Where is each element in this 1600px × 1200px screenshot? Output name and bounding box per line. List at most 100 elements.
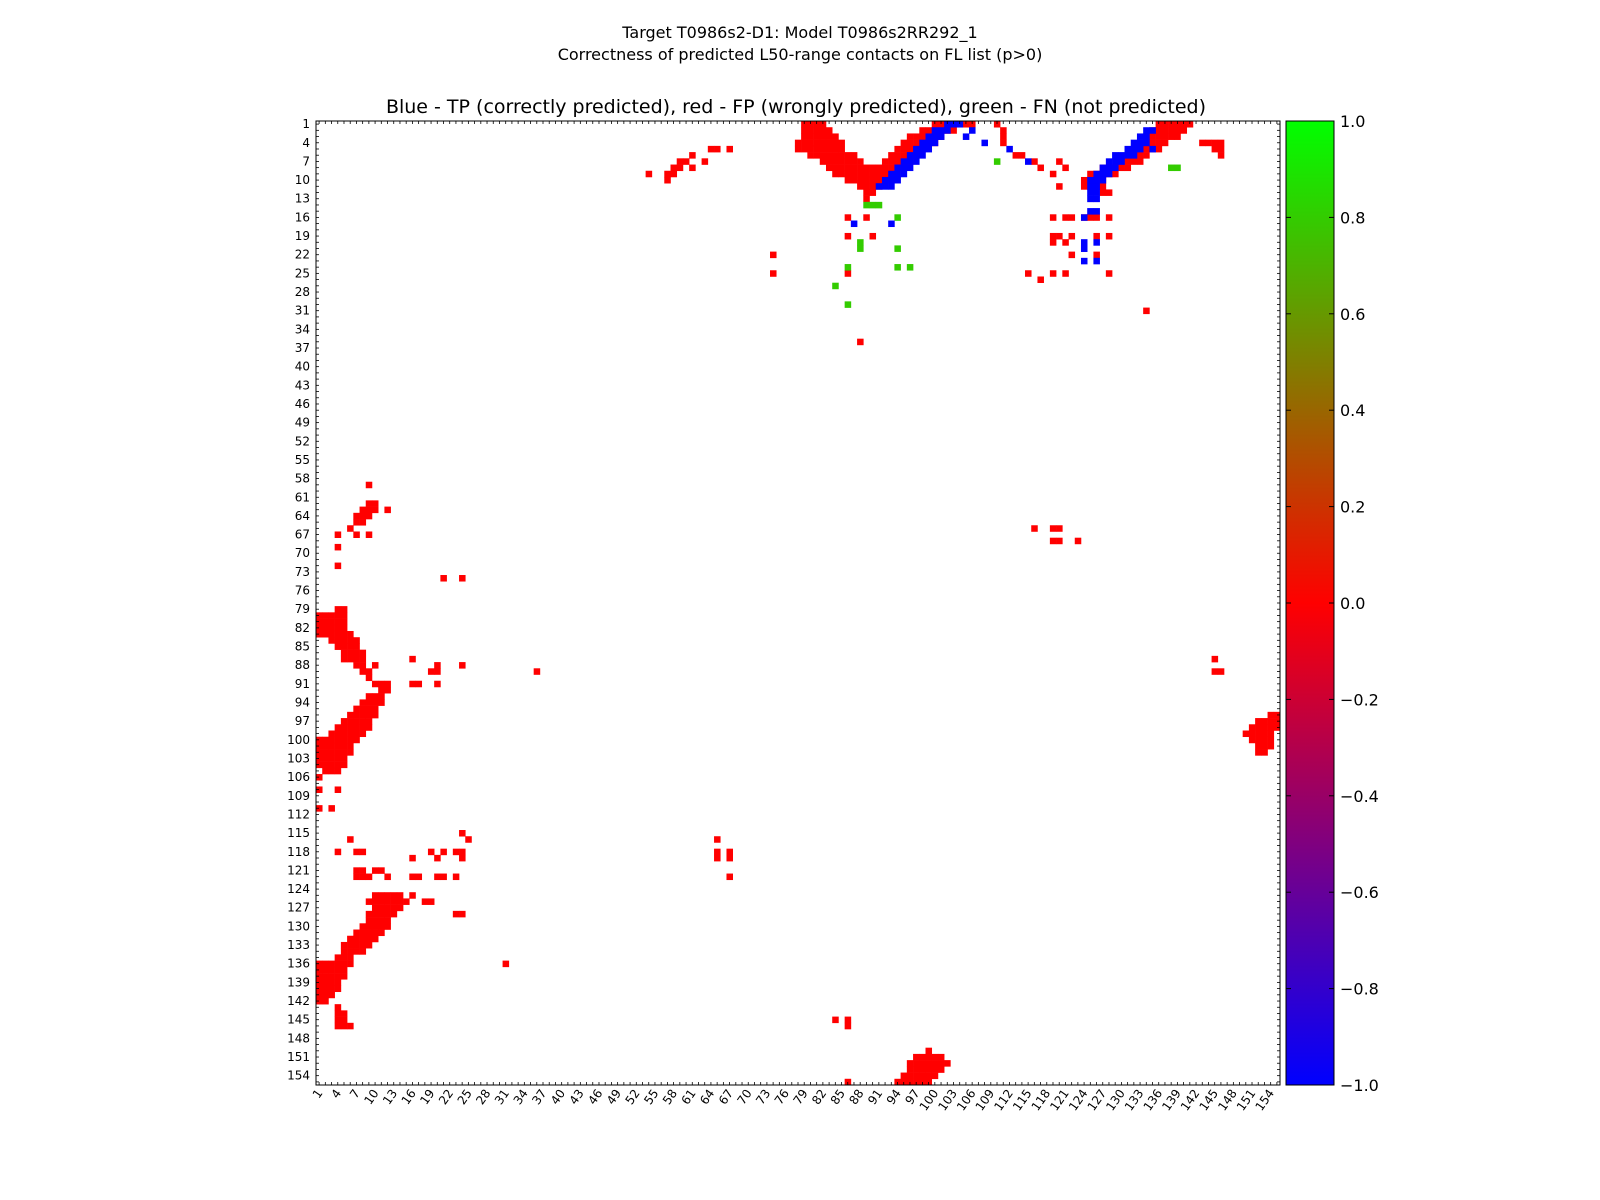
fp-cell <box>1149 139 1156 147</box>
fp-cell <box>347 948 354 955</box>
y-tick-label: 82 <box>295 621 310 635</box>
tp-cell <box>1080 239 1088 246</box>
fp-cell <box>378 680 385 688</box>
tp-cell <box>1136 139 1144 147</box>
x-tick-label: 67 <box>716 1087 736 1108</box>
fp-cell <box>384 506 391 514</box>
fp-cell <box>365 705 373 713</box>
fp-cell <box>334 612 342 619</box>
fp-cell <box>1205 139 1212 147</box>
x-tick-label: 79 <box>790 1087 810 1108</box>
fp-cell <box>931 121 939 128</box>
fp-cell <box>353 531 360 538</box>
x-tick-label: 88 <box>846 1087 866 1108</box>
figure-title-line1: Target T0986s2-D1: Model T0986s2RR292_1 <box>621 23 977 43</box>
fp-cell <box>459 848 466 856</box>
fp-cell <box>794 145 802 153</box>
tp-cell <box>894 176 901 184</box>
tp-cell <box>900 164 908 172</box>
fp-cell <box>502 960 510 968</box>
fp-cell <box>409 873 416 881</box>
fp-cell <box>359 649 367 657</box>
y-tick-label: 85 <box>295 640 310 654</box>
x-tick-label: 118 <box>1029 1087 1054 1114</box>
fp-cell <box>844 164 852 172</box>
tp-cell <box>950 121 957 128</box>
fp-cell <box>919 1066 926 1073</box>
fp-cell <box>365 898 373 905</box>
fp-cell <box>950 127 957 134</box>
y-tick-label: 115 <box>287 826 310 840</box>
x-tick-label: 91 <box>865 1087 885 1108</box>
tp-cell <box>1118 152 1125 159</box>
x-tick-label: 31 <box>492 1087 512 1108</box>
fp-cell <box>1093 214 1100 221</box>
tp-cell <box>1093 189 1100 196</box>
tp-cell <box>1099 170 1107 178</box>
fp-cell <box>1056 158 1063 165</box>
fp-cell <box>825 139 833 147</box>
fp-cell <box>353 718 360 725</box>
fp-cell <box>707 145 715 153</box>
fn-cell <box>894 264 901 271</box>
fp-cell <box>347 1022 354 1030</box>
fp-cell <box>1068 251 1076 259</box>
fp-cell <box>1105 270 1113 277</box>
fp-cell <box>440 873 447 881</box>
fp-cell <box>969 121 976 128</box>
tp-cell <box>1118 158 1125 165</box>
fp-cell <box>334 562 342 570</box>
fp-cell <box>371 923 379 930</box>
tp-cell <box>931 127 939 134</box>
fp-cell <box>819 145 827 153</box>
fp-cell <box>962 121 970 128</box>
fp-cell <box>813 121 821 128</box>
fp-cell <box>801 145 808 153</box>
fp-cell <box>863 189 870 196</box>
fp-cell <box>726 854 733 862</box>
tp-cell <box>1093 195 1100 203</box>
fn-cell <box>894 214 901 221</box>
fp-cell <box>857 170 864 178</box>
fp-cell <box>900 152 908 159</box>
fp-cell <box>1025 270 1032 277</box>
fp-cell <box>378 693 385 700</box>
fp-cell <box>875 170 883 178</box>
fp-cell <box>316 624 323 632</box>
fp-cell <box>1093 251 1100 259</box>
fp-cell <box>1155 127 1163 134</box>
tp-cell <box>1025 158 1032 165</box>
fp-cell <box>334 618 342 626</box>
x-tick-label: 25 <box>455 1087 475 1108</box>
fp-cell <box>813 139 821 147</box>
x-tick-label: 28 <box>473 1087 493 1108</box>
fp-cell <box>340 643 348 650</box>
fp-cell <box>353 649 360 657</box>
fp-cell <box>328 767 335 775</box>
fp-cell <box>913 133 920 140</box>
fp-cell <box>334 1016 342 1024</box>
fp-cell <box>825 158 833 165</box>
fp-cell <box>390 910 398 918</box>
fp-cell <box>347 630 354 638</box>
fp-cell <box>322 997 329 1005</box>
fp-cell <box>919 1053 926 1061</box>
fp-cell <box>359 519 367 526</box>
fp-cell <box>371 693 379 700</box>
x-tick-label: 16 <box>399 1087 419 1108</box>
x-tick-label: 1 <box>310 1087 326 1101</box>
fp-cell <box>371 506 379 514</box>
fp-cell <box>1255 742 1262 750</box>
fp-cell <box>371 711 379 719</box>
fp-cell <box>881 158 889 165</box>
fp-cell <box>825 145 833 153</box>
fp-cell <box>937 1066 945 1073</box>
fp-cell <box>371 705 379 713</box>
x-tick-label: 145 <box>1197 1087 1222 1114</box>
fp-cell <box>340 954 348 961</box>
tp-cell <box>1099 164 1107 172</box>
fp-cell <box>1049 525 1057 532</box>
fp-cell <box>353 867 360 874</box>
fn-cell <box>1174 164 1181 172</box>
